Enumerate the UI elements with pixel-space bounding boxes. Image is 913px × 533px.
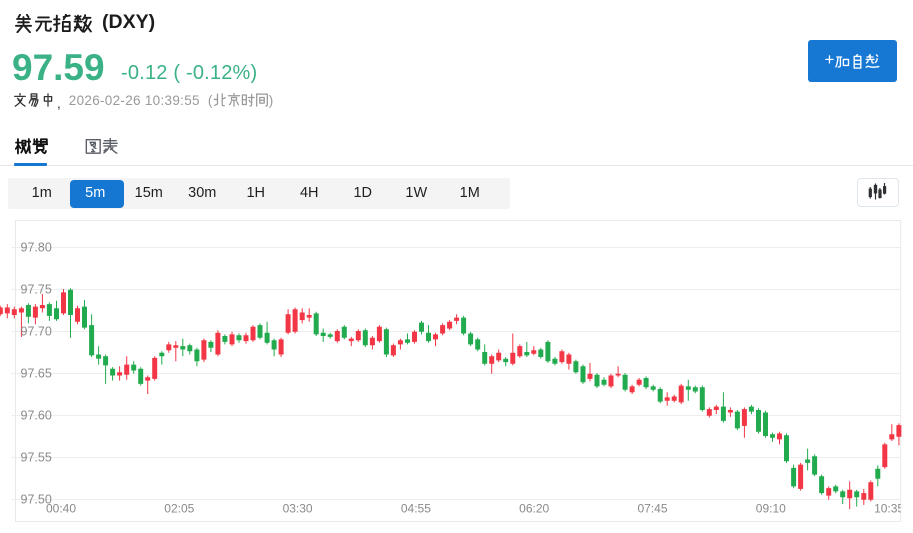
svg-text:06:20: 06:20 — [519, 502, 549, 516]
svg-text:02:05: 02:05 — [164, 502, 194, 516]
svg-text:09:10: 09:10 — [756, 502, 786, 516]
svg-text:97.80: 97.80 — [21, 241, 52, 255]
svg-text:03:30: 03:30 — [283, 502, 313, 516]
svg-text:97.75: 97.75 — [21, 283, 52, 297]
svg-text:97.55: 97.55 — [21, 451, 52, 465]
svg-text:97.65: 97.65 — [21, 367, 52, 381]
svg-text:97.60: 97.60 — [21, 409, 52, 423]
svg-text:10:35: 10:35 — [874, 502, 904, 516]
svg-text:04:55: 04:55 — [401, 502, 431, 516]
svg-text:97.70: 97.70 — [21, 325, 52, 339]
svg-text:07:45: 07:45 — [637, 502, 667, 516]
svg-text:00:40: 00:40 — [46, 502, 76, 516]
svg-text:97.50: 97.50 — [21, 493, 52, 507]
